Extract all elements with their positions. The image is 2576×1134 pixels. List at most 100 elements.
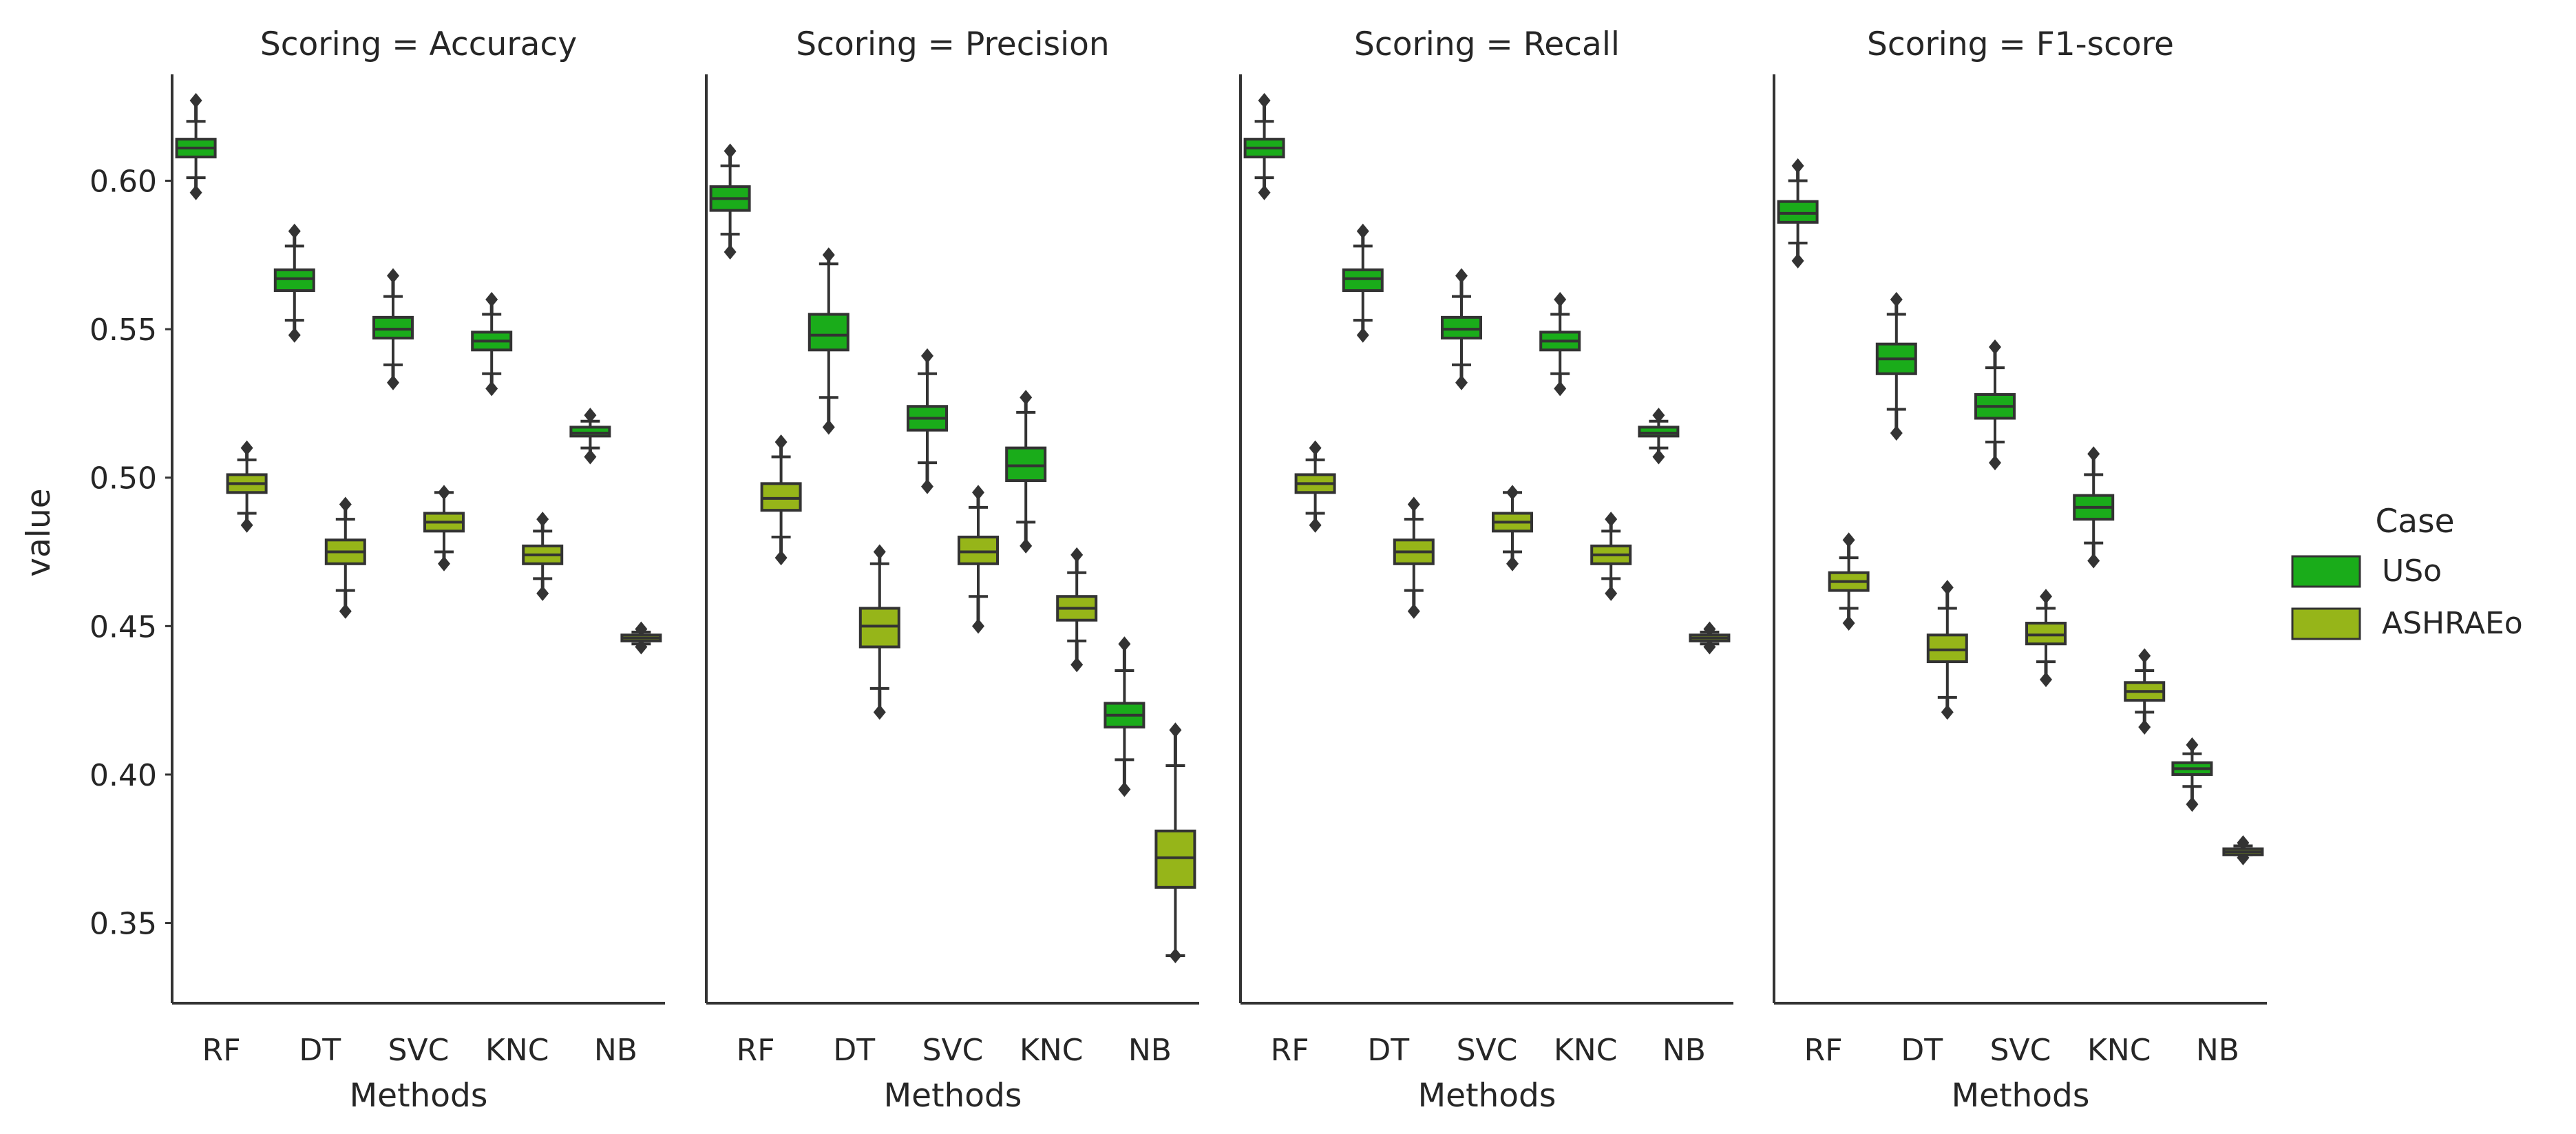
box-ashraeo xyxy=(1154,829,1196,889)
outlier-marker-high xyxy=(1407,496,1420,512)
outlier-marker-low xyxy=(2040,671,2052,687)
outlier-marker-low xyxy=(288,327,301,343)
outlier-marker-high xyxy=(1554,291,1567,307)
y-tick-label: 0.35 xyxy=(89,907,157,942)
x-tick-label: KNC xyxy=(485,1033,549,1068)
outlier-marker-high xyxy=(536,512,549,527)
outlier-marker-high xyxy=(1605,512,1618,527)
box-uso xyxy=(372,315,414,340)
box-uso xyxy=(1342,268,1384,293)
facet-title: Scoring = F1-score xyxy=(1867,25,2174,63)
legend-swatch-ashraeo xyxy=(2291,607,2361,640)
outlier-marker-high xyxy=(1020,390,1033,406)
outlier-marker-high xyxy=(873,544,886,560)
outlier-marker-high xyxy=(1356,223,1369,239)
outlier-marker-high xyxy=(485,291,498,307)
y-tick-label: 0.45 xyxy=(89,609,157,644)
facet-title: Scoring = Precision xyxy=(796,25,1109,63)
x-tick-label: RF xyxy=(1804,1033,1843,1068)
outlier-marker-low xyxy=(822,419,835,435)
box-uso xyxy=(1777,200,1819,224)
box-uso xyxy=(569,426,611,438)
x-tick-label: DT xyxy=(299,1033,341,1068)
outlier-marker-high xyxy=(1309,440,1322,456)
legend-label: ASHRAEo xyxy=(2382,606,2523,641)
outlier-marker-low xyxy=(873,704,886,720)
x-tick-label: KNC xyxy=(1554,1033,1618,1068)
y-axis-title: value xyxy=(20,488,58,576)
outlier-marker-high xyxy=(1890,291,1903,307)
box-ashraeo xyxy=(958,535,999,565)
outlier-marker-high xyxy=(1070,547,1084,563)
box-uso xyxy=(1638,426,1680,438)
x-tick-label: SVC xyxy=(388,1033,450,1068)
box-uso xyxy=(1005,446,1047,483)
outlier-marker-high xyxy=(1506,485,1519,501)
x-tick-label: NB xyxy=(594,1033,637,1068)
outlier-marker-low xyxy=(189,185,202,200)
x-tick-label: DT xyxy=(1901,1033,1943,1068)
x-axis-title: Methods xyxy=(1952,1077,2090,1115)
x-axis-title: Methods xyxy=(350,1077,488,1115)
outlier-marker-low xyxy=(1989,455,2001,471)
outlier-marker-low xyxy=(536,585,549,601)
outlier-marker-high xyxy=(2040,589,2052,605)
outlier-marker-high xyxy=(2087,446,2100,462)
outlier-marker-high xyxy=(2237,835,2250,851)
outlier-marker-low xyxy=(1356,327,1369,343)
outlier-marker-high xyxy=(1258,93,1271,109)
outlier-marker-low xyxy=(1703,639,1716,655)
outlier-marker-low xyxy=(635,639,648,655)
box-ashraeo xyxy=(760,482,802,512)
outlier-marker-low xyxy=(1407,603,1420,619)
box-uso xyxy=(1441,315,1482,340)
outlier-marker-low xyxy=(972,618,984,634)
x-tick-label: NB xyxy=(1128,1033,1172,1068)
x-tick-label: SVC xyxy=(1457,1033,1518,1068)
outlier-marker-high xyxy=(1791,158,1804,174)
outlier-marker-low xyxy=(1455,375,1468,390)
x-tick-label: NB xyxy=(2196,1033,2239,1068)
box-uso xyxy=(273,268,315,293)
legend-swatch-uso xyxy=(2291,555,2361,588)
x-axis-title: Methods xyxy=(1418,1077,1556,1115)
x-tick-label: KNC xyxy=(1020,1033,1084,1068)
outlier-marker-high xyxy=(635,621,648,637)
outlier-marker-low xyxy=(2186,797,2199,812)
outlier-marker-low xyxy=(2087,553,2100,569)
legend-label: USo xyxy=(2382,554,2442,589)
outlier-marker-low xyxy=(1258,185,1271,200)
outlier-marker-high xyxy=(584,408,597,423)
outlier-marker-high xyxy=(1455,268,1468,284)
outlier-marker-low xyxy=(1020,538,1033,554)
x-axis-title: Methods xyxy=(884,1077,1022,1115)
outlier-marker-low xyxy=(1554,381,1567,397)
y-tick-label: 0.50 xyxy=(89,461,157,496)
outlier-marker-high xyxy=(1941,580,1954,596)
x-tick-label: RF xyxy=(737,1033,775,1068)
outlier-marker-high xyxy=(1842,532,1855,548)
outlier-marker-low xyxy=(485,381,498,397)
box-uso xyxy=(807,313,849,352)
outlier-marker-low xyxy=(2138,719,2151,735)
outlier-marker-low xyxy=(1309,517,1322,533)
legend-title: Case xyxy=(2375,503,2454,540)
outlier-marker-high xyxy=(1989,339,2001,355)
outlier-marker-high xyxy=(387,268,399,284)
y-tick-label: 0.40 xyxy=(89,758,157,793)
outlier-marker-high xyxy=(240,440,253,456)
outlier-marker-high xyxy=(2186,737,2199,753)
x-tick-label: RF xyxy=(1271,1033,1309,1068)
x-tick-label: SVC xyxy=(1990,1033,2051,1068)
outlier-marker-high xyxy=(1652,408,1665,423)
facet-title: Scoring = Recall xyxy=(1354,25,1620,63)
outlier-marker-high xyxy=(822,247,835,263)
box-ashraeo xyxy=(1926,633,1968,664)
y-tick-label: 0.60 xyxy=(89,164,157,199)
outlier-marker-low xyxy=(240,517,253,533)
outlier-marker-low xyxy=(774,550,788,566)
x-tick-label: DT xyxy=(833,1033,875,1068)
outlier-marker-low xyxy=(339,603,352,619)
